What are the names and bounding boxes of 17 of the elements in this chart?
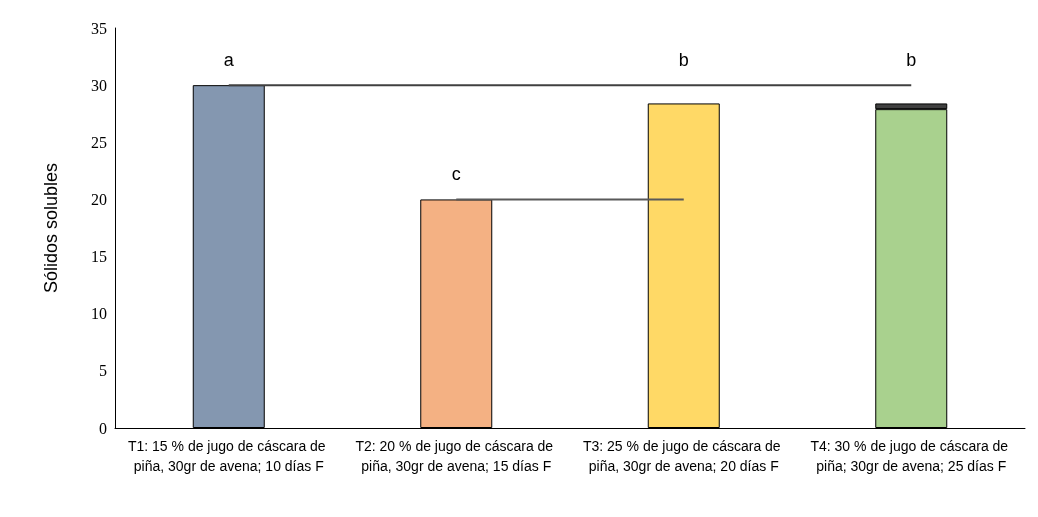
x-tick-label: T4: 30 % de jugo de cáscara de piña; 30gr de avena; 25 días F — [810, 438, 1013, 474]
y-tick-label: 15 — [91, 248, 107, 266]
annotation: b — [678, 50, 689, 71]
annotation: b — [906, 50, 917, 71]
x-tick-label: T2: 20 % de jugo de cáscara de piña, 30gr de avena; 15 días F — [355, 438, 558, 474]
annotation: c — [451, 164, 461, 185]
y-tick-label: 25 — [91, 133, 107, 151]
y-tick-label: 20 — [91, 190, 107, 208]
y-tick-label: 10 — [91, 305, 107, 323]
y-tick-label: 35 — [91, 19, 107, 37]
y-tick-label: 5 — [99, 362, 107, 380]
x-tick-label: T1: 15 % de jugo de cáscara de piña, 30gr de avena; 10 días F — [127, 438, 330, 474]
y-axis-title: Sólidos solubles — [41, 162, 61, 294]
annotation: a — [223, 50, 235, 71]
y-tick-label: 0 — [99, 419, 107, 437]
x-tick-label: T3: 25 % de jugo de cáscara de piña, 30gr de avena; 20 días F — [582, 438, 785, 474]
y-tick-label: 30 — [91, 76, 107, 94]
